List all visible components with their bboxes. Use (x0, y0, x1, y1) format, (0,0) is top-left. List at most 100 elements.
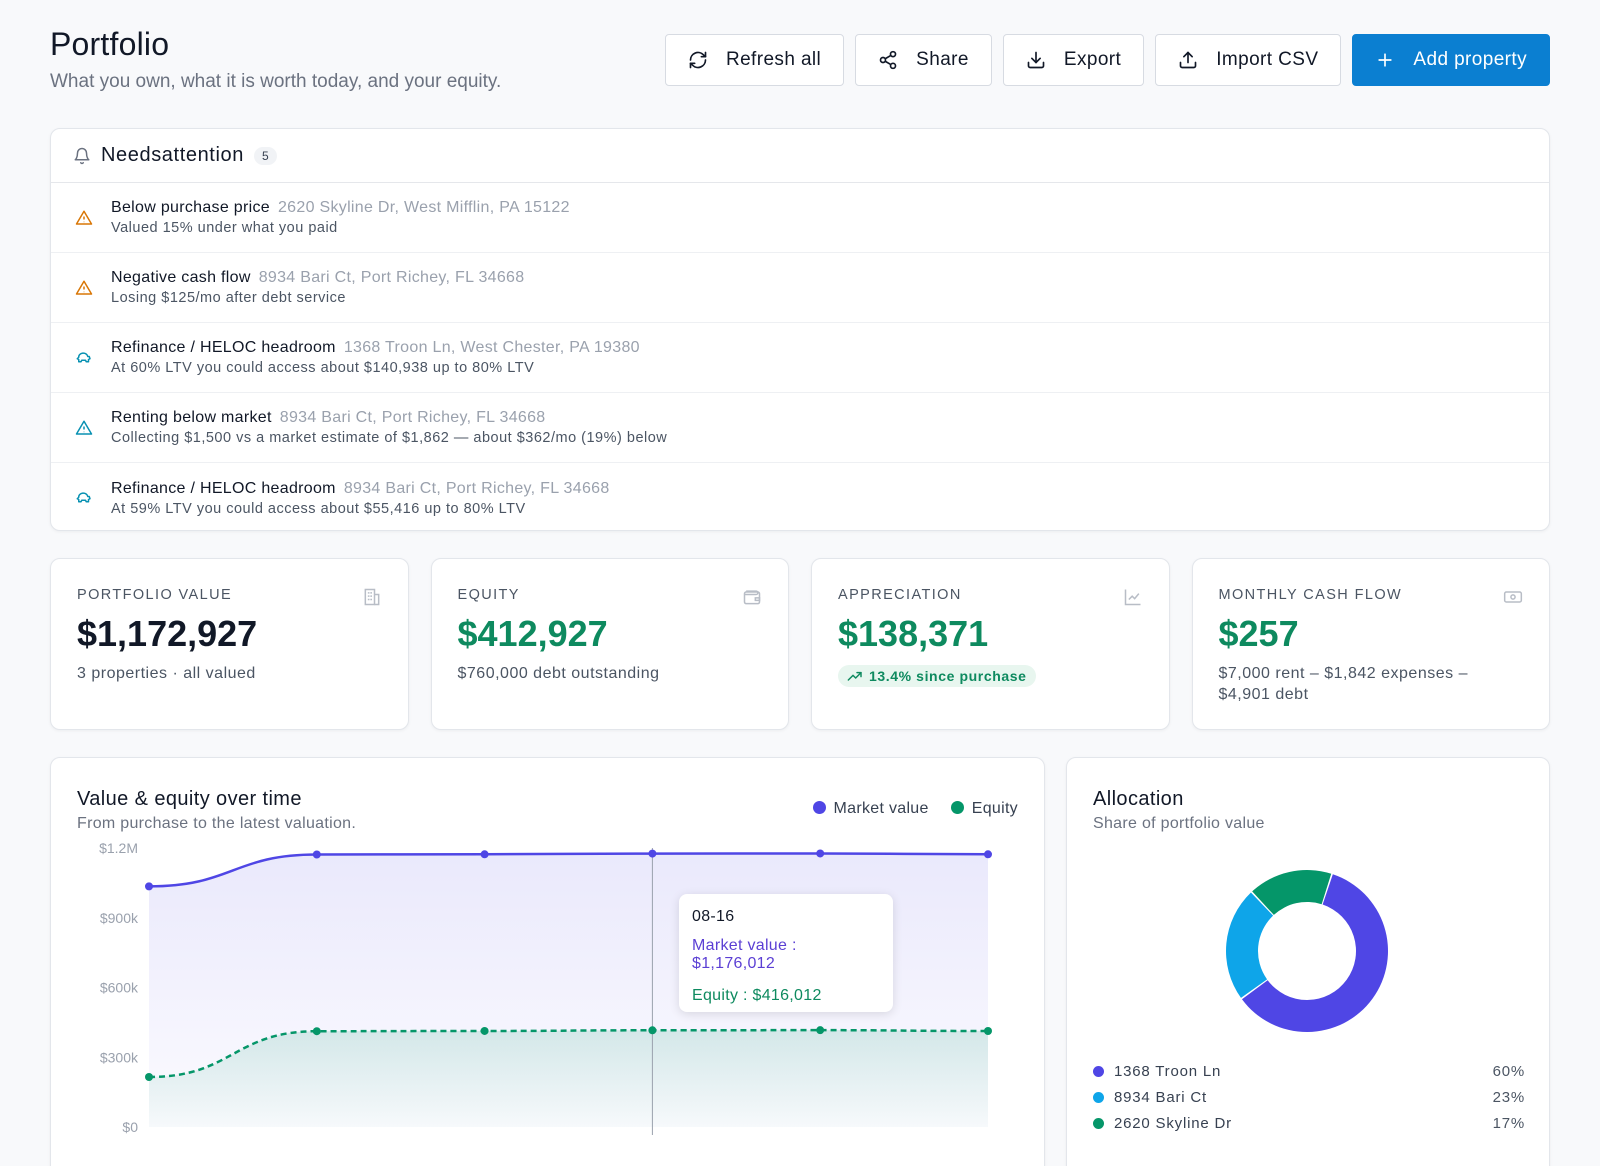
kpi-label: MONTHLY CASH FLOW (1218, 587, 1403, 603)
y-tick-label: $600k (100, 980, 139, 996)
plus-icon (1378, 53, 1393, 67)
allocation-pct: 60% (1492, 1062, 1525, 1080)
kpi-equity: EQUITY $412,927 $760,000 debt outstandin… (430, 558, 789, 730)
attention-item[interactable]: Refinance / HELOC headroom 1368 Troon Ln,… (51, 323, 1549, 393)
allocation-row[interactable]: 2620 Skyline Dr 17% (1093, 1110, 1525, 1136)
equity-point[interactable] (480, 1026, 489, 1035)
attention-detail: Valued 15% under what you paid (111, 220, 338, 236)
allocation-donut[interactable] (1067, 758, 1551, 1166)
attention-title: Refinance / HELOC headroom (111, 339, 336, 356)
equity-area (149, 1030, 988, 1127)
market-value-point[interactable] (312, 850, 321, 859)
import-csv-button[interactable]: Import CSV (1155, 34, 1342, 86)
kpi-portfolio-value: PORTFOLIO VALUE $1,172,927 3 properties … (50, 558, 409, 730)
market-value-point[interactable] (480, 850, 489, 859)
allocation-title: Allocation (1093, 788, 1184, 810)
attention-address: 8934 Bari Ct, Port Richey, FL 34668 (258, 269, 525, 286)
attention-address: 2620 Skyline Dr, West Mifflin, PA 15122 (277, 199, 570, 216)
chart-title: Value & equity over time (77, 788, 302, 810)
market-value-point[interactable] (984, 850, 992, 859)
equity-point[interactable] (312, 1027, 321, 1036)
legend-label: Equity (971, 800, 1018, 817)
donut-slice[interactable] (1226, 892, 1274, 998)
add-property-label: Add property (1413, 49, 1527, 70)
kpi-value: $257 (1218, 613, 1299, 654)
kpi-monthly-cash-flow: MONTHLY CASH FLOW $257 $7,000 rent – $1,… (1191, 558, 1550, 730)
download-icon (1027, 51, 1045, 69)
attention-address: 8934 Bari Ct, Port Richey, FL 34668 (343, 479, 610, 497)
attention-detail: Losing $125/mo after debt service (111, 290, 346, 306)
kpi-label: PORTFOLIO VALUE (77, 587, 233, 603)
equity-point[interactable] (984, 1026, 992, 1035)
attention-detail: At 59% LTV you could access about $55,41… (111, 500, 526, 517)
allocation-row[interactable]: 8934 Bari Ct 23% (1093, 1084, 1525, 1110)
attention-item[interactable]: Refinance / HELOC headroom 8934 Bari Ct, … (51, 463, 1549, 530)
refresh-all-label: Refresh all (725, 49, 822, 70)
donut-slice[interactable] (1241, 874, 1388, 1032)
bell-icon (74, 147, 90, 164)
allocation-subtitle: Share of portfolio value (1093, 815, 1265, 832)
share-button[interactable]: Share (855, 34, 992, 86)
page-title: Portfolio (50, 26, 170, 62)
allocation-name: 8934 Bari Ct (1114, 1088, 1207, 1106)
export-button[interactable]: Export (1002, 34, 1145, 86)
refresh-all-button[interactable]: Refresh all (664, 34, 845, 86)
attention-title: Refinance / HELOC headroom (111, 479, 336, 497)
kpi-label: APPRECIATION (838, 587, 962, 603)
chart-legend: Market value Equity (812, 800, 1018, 818)
kpi-value: $412,927 (457, 613, 608, 654)
market-value-point[interactable] (145, 882, 153, 891)
equity-point[interactable] (816, 1026, 825, 1035)
kpi-label: EQUITY (457, 587, 520, 603)
page-header: Portfolio What you own, what it is worth… (50, 26, 501, 93)
needs-attention-title: Needsattention (101, 144, 244, 166)
attention-item[interactable]: Renting below market 8934 Bari Ct, Port R… (51, 393, 1549, 463)
kpi-row: PORTFOLIO VALUE $1,172,927 3 properties … (50, 558, 1550, 730)
add-property-button[interactable]: Add property (1352, 34, 1550, 86)
attention-item[interactable]: Below purchase price 2620 Skyline Dr, Wes… (51, 183, 1549, 253)
warning-icon (75, 280, 93, 295)
allocation-legend: 1368 Troon Ln 60% 8934 Bari Ct 23% 2620 Sk… (1093, 1058, 1525, 1136)
share-icon (879, 50, 897, 70)
attention-title: Below purchase price (111, 199, 270, 216)
appreciation-badge-label: 13.4% since purchase (869, 668, 1027, 684)
market-value-line (148, 852, 989, 888)
y-tick-label: $900k (100, 910, 139, 926)
page-subtitle: What you own, what it is worth today, an… (50, 71, 502, 92)
needs-attention-panel: Needsattention 5 Below purchase price 262… (50, 128, 1550, 531)
equity-point[interactable] (648, 1026, 657, 1035)
legend-market-value[interactable]: Market value (812, 800, 929, 818)
toolbar: Refresh all Share Export Import CSV Add … (664, 34, 1550, 86)
allocation-card: Allocation Share of portfolio value 1368… (1066, 757, 1550, 1166)
banknote-icon (1503, 591, 1523, 603)
attention-address: 1368 Troon Ln, West Chester, PA 19380 (343, 339, 640, 356)
building-icon (364, 588, 379, 606)
piggy-bank-icon (76, 351, 91, 362)
attention-detail: At 60% LTV you could access about $140,9… (111, 360, 535, 376)
donut-slice[interactable] (1252, 870, 1332, 915)
value-equity-chart-card: $1.2M $900k $600k $300k $0 Value & equity ov… (50, 757, 1045, 1166)
export-label: Export (1063, 49, 1122, 70)
trending-up-icon (847, 671, 862, 681)
legend-equity[interactable]: Equity (950, 800, 1018, 818)
warning-icon (75, 210, 93, 225)
kpi-sub: 3 properties · all valued (77, 665, 256, 682)
attention-item[interactable]: Negative cash flow 8934 Bari Ct, Port Ric… (51, 253, 1549, 323)
needs-attention-header: Needsattention 5 (51, 129, 1549, 183)
wallet-icon (743, 590, 761, 605)
attention-detail: Collecting $1,500 vs a market estimate o… (111, 430, 668, 446)
equity-line (148, 1028, 989, 1079)
refresh-icon (689, 51, 707, 69)
allocation-row[interactable]: 1368 Troon Ln 60% (1093, 1058, 1525, 1084)
upload-icon (1179, 51, 1197, 69)
chart-tooltip: 08-16 Market value : $1,176,012 Equity :… (679, 894, 893, 1012)
share-label: Share (916, 49, 969, 70)
line-chart-icon (1124, 589, 1140, 606)
legend-label: Market value (833, 800, 929, 817)
market-value-point[interactable] (648, 849, 657, 858)
equity-point[interactable] (145, 1073, 153, 1082)
kpi-appreciation: APPRECIATION $138,371 13.4% since purcha… (811, 558, 1170, 730)
kpi-sub: $760,000 debt outstanding (457, 665, 660, 682)
market-value-point[interactable] (816, 849, 825, 858)
info-triangle-icon (75, 420, 93, 435)
